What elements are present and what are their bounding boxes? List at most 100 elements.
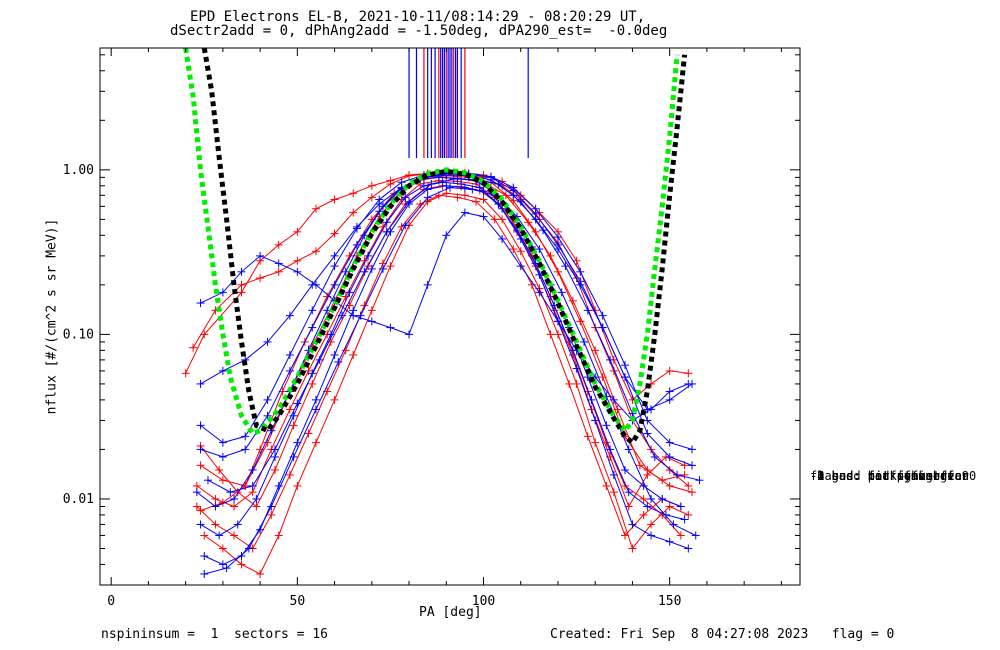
blue-series-point	[457, 180, 466, 189]
blue-series-point	[274, 481, 283, 490]
blue-series-point	[553, 317, 562, 326]
red-series-point	[568, 296, 577, 305]
x-tick-label: 50	[290, 594, 306, 609]
red-series-point	[386, 180, 395, 189]
x-tick-label: 0	[107, 594, 115, 609]
y-tick-label: 1.00	[63, 163, 94, 178]
blue-series-point	[591, 416, 600, 425]
red-series-point	[591, 438, 600, 447]
blue-series-point	[330, 280, 339, 289]
blue-series-point	[516, 262, 525, 271]
red-series-point	[274, 267, 283, 276]
red-series-point	[192, 502, 201, 511]
blue-series-point	[624, 488, 633, 497]
red-series-point	[285, 470, 294, 479]
x-tick-label: 100	[472, 594, 495, 609]
blue-series-point	[218, 452, 227, 461]
blue-series-point	[621, 361, 629, 370]
red-series-point	[256, 274, 265, 283]
blue-series-point	[196, 379, 205, 388]
blue-series-point	[196, 299, 205, 308]
legend-item: 0 good fit	[810, 469, 890, 483]
blue-series-point	[423, 193, 432, 202]
red-series-point	[349, 350, 358, 359]
red-series-point	[472, 197, 481, 206]
blue-series-point	[218, 560, 227, 569]
blue-series-point	[338, 311, 347, 320]
blue-series-point	[200, 569, 209, 578]
fit-curve	[201, 48, 688, 447]
blue-series-point	[222, 564, 231, 573]
blue-series-point	[330, 262, 339, 271]
blue-series-point	[285, 311, 294, 320]
red-series-point	[274, 531, 283, 540]
blue-series-point	[360, 231, 369, 240]
blue-series-point	[237, 267, 246, 276]
blue-series-point	[606, 355, 615, 364]
red-series-point	[181, 369, 190, 378]
red-series-point	[367, 181, 376, 190]
blue-series-point	[248, 465, 257, 474]
blue-series-point	[230, 494, 239, 503]
blue-series-point	[587, 395, 596, 404]
blue-series-point	[349, 306, 358, 315]
blue-series-point	[572, 364, 581, 373]
blue-series-point	[576, 267, 585, 276]
red-series-point	[665, 481, 674, 490]
blue-series-point	[375, 207, 384, 216]
blue-series-point	[609, 395, 618, 404]
blue-series-point	[308, 323, 317, 332]
red-series-point	[639, 494, 648, 503]
chart-title: EPD Electrons EL-B, 2021-10-11/08:14:29 …	[190, 9, 646, 25]
blue-series-point	[364, 251, 373, 260]
blue-series-point	[643, 405, 652, 414]
red-series-point	[684, 510, 693, 519]
fit-curve	[183, 48, 680, 437]
blue-series-point	[643, 429, 652, 438]
blue-series-point	[442, 181, 451, 190]
blue-series-point	[218, 438, 227, 447]
blue-series-point	[267, 502, 276, 511]
blue-series-point	[561, 262, 570, 271]
blue-series-point	[233, 520, 242, 529]
blue-series-point	[311, 395, 320, 404]
blue-series-point	[401, 193, 410, 202]
blue-series-point	[539, 226, 548, 235]
red-series-point	[635, 461, 644, 470]
red-series-point	[386, 262, 395, 271]
blue-series-point	[289, 452, 298, 461]
red-series-point	[684, 369, 693, 378]
red-series-point	[293, 256, 302, 265]
blue-series-point	[688, 461, 697, 470]
red-series-point	[516, 247, 525, 256]
red-series-point	[237, 560, 246, 569]
red-series-point	[647, 520, 656, 529]
blue-series-point	[397, 178, 406, 187]
blue-series-point	[401, 221, 410, 230]
blue-series-point	[460, 183, 469, 192]
red-series-point	[274, 240, 283, 249]
blue-series-point	[486, 172, 495, 181]
blue-series-point	[196, 421, 205, 430]
blue-series-point	[553, 240, 562, 249]
red-series-point	[349, 189, 358, 198]
blue-series-point	[665, 395, 674, 404]
y-tick-label: 0.01	[63, 492, 94, 507]
x-axis-label: PA [deg]	[419, 605, 482, 620]
red-series-point	[218, 476, 227, 485]
blue-series-point	[460, 208, 469, 217]
legend-item: -4 sus: peaks high var	[810, 469, 969, 483]
blue-series-point	[449, 174, 458, 183]
blue-series-point	[468, 185, 477, 194]
red-series-point	[479, 195, 488, 204]
red-series-point	[256, 569, 265, 578]
blue-series-point	[382, 218, 391, 227]
blue-series-point	[598, 323, 607, 332]
plot-frame	[99, 47, 801, 586]
blue-series-point	[192, 488, 201, 497]
red-series-point	[285, 405, 294, 414]
blue-series-point	[218, 366, 227, 375]
red-series-point	[311, 438, 320, 447]
blue-series-point	[628, 520, 637, 529]
